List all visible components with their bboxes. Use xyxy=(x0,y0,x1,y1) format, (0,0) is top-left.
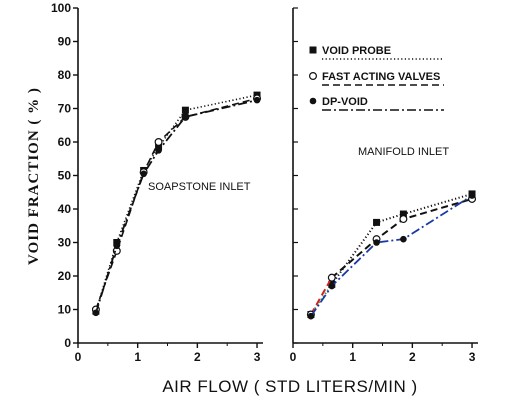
series-line xyxy=(310,194,473,317)
series-line xyxy=(95,94,258,312)
data-point-filled-circle xyxy=(373,239,380,246)
x-tick-label: 1 xyxy=(349,350,356,364)
series-dp-void-panel-2 xyxy=(307,192,476,320)
legend-marker-square xyxy=(309,46,317,54)
legend-label: FAST ACTING VALVES xyxy=(322,71,440,83)
data-point-filled-circle xyxy=(92,309,100,317)
y-tick-label: 60 xyxy=(58,135,72,149)
y-tick-label: 100 xyxy=(51,1,71,15)
y-tick-label: 70 xyxy=(58,102,72,116)
data-point-filled-circle xyxy=(155,147,162,154)
x-tick-label: 2 xyxy=(194,350,201,364)
panel-label-soapstone: SOAPSTONE INLET xyxy=(148,181,251,193)
x-tick-label: 1 xyxy=(134,350,141,364)
y-axis-title: VOID FRACTION ( % ) xyxy=(26,87,42,265)
x-tick-label: 3 xyxy=(254,350,261,364)
data-point-filled-circle xyxy=(253,96,261,104)
panel-label-manifold: MANIFOLD INLET xyxy=(358,146,449,158)
y-tick-label: 20 xyxy=(58,269,72,283)
y-tick-label: 90 xyxy=(58,35,72,49)
series-line xyxy=(95,97,258,310)
y-tick-label: 10 xyxy=(58,303,72,317)
y-tick-label: 50 xyxy=(58,169,72,183)
x-tick-label: 2 xyxy=(409,350,416,364)
legend-label: VOID PROBE xyxy=(322,45,391,57)
series-void-probe-panel-2 xyxy=(307,190,476,319)
y-tick-label: 30 xyxy=(58,236,72,250)
data-point-filled-circle xyxy=(307,312,315,320)
x-tick-label: 3 xyxy=(469,350,476,364)
data-point-filled-circle xyxy=(113,242,121,250)
series-line xyxy=(330,192,473,285)
x-tick-label: 0 xyxy=(75,350,82,364)
series-dp-void-panel-1 xyxy=(92,96,261,317)
data-point-filled-circle xyxy=(328,282,336,290)
series-layer xyxy=(91,91,477,320)
series-segment xyxy=(310,283,333,316)
data-point-square xyxy=(399,210,407,218)
legend: VOID PROBE FAST ACTING VALVES DP-VOID xyxy=(309,45,444,111)
data-point-filled-circle xyxy=(400,235,407,243)
data-point-open-circle xyxy=(327,273,336,282)
data-point-open-circle xyxy=(399,215,408,224)
data-point-open-circle xyxy=(154,138,163,147)
x-tick-label: 0 xyxy=(290,350,297,364)
series-fast-acting-valves-panel-1 xyxy=(91,94,262,314)
data-point-square xyxy=(113,239,121,246)
data-point-square xyxy=(181,106,189,114)
y-tick-label: 0 xyxy=(64,336,71,350)
y-tick-label: 80 xyxy=(58,68,72,82)
legend-label: DP-VOID xyxy=(322,96,368,108)
series-fast-acting-valves-panel-2 xyxy=(306,194,477,319)
data-point-filled-circle xyxy=(182,113,189,121)
legend-marker-filled-circle xyxy=(309,97,317,105)
y-tick-label: 40 xyxy=(58,202,72,216)
series-segment xyxy=(310,277,333,316)
series-line xyxy=(95,99,258,314)
data-point-square xyxy=(155,143,163,151)
x-axis-title: AIR FLOW ( STD LITERS/MIN ) xyxy=(162,377,417,396)
data-point-filled-circle xyxy=(468,192,476,199)
data-point-filled-circle xyxy=(140,170,147,178)
data-point-square xyxy=(373,218,381,226)
legend-marker-open-circle xyxy=(309,71,318,80)
